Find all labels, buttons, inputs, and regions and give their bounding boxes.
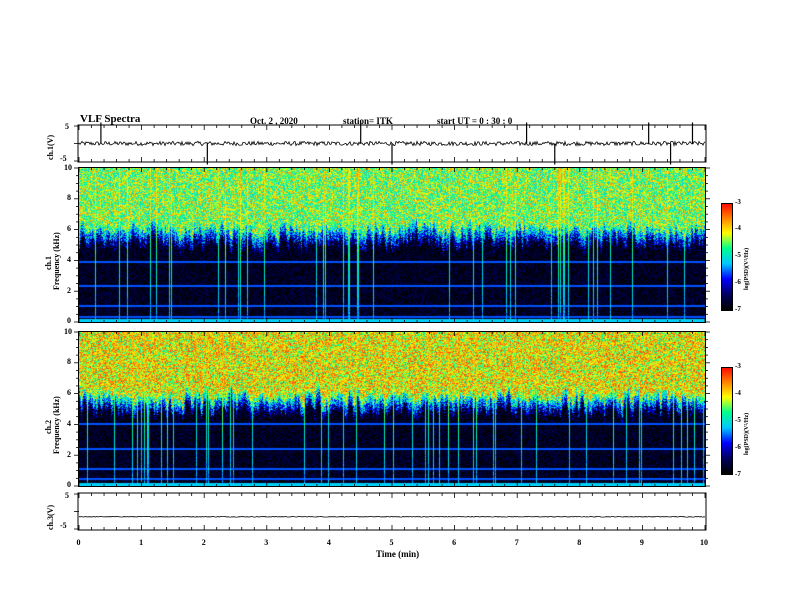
ch3-ytick-top: 5 bbox=[65, 491, 69, 500]
x-tick-label: 2 bbox=[201, 538, 206, 547]
ch2-spectrogram-ticks bbox=[74, 331, 710, 487]
ch1-ytick-8: 8 bbox=[67, 193, 71, 202]
ch1-voltage-ylabel: ch.1(V) bbox=[46, 134, 55, 160]
start-time-label: start UT = 0 : 30 : 0 bbox=[437, 116, 513, 126]
ch2-spectrogram-heatmap bbox=[79, 332, 705, 486]
ch1-ytick-0: 0 bbox=[67, 316, 71, 325]
colorbar-2-tick-m4: -4 bbox=[735, 389, 741, 397]
ch2-ytick-10: 10 bbox=[64, 327, 72, 336]
ch3-waveform-frame bbox=[77, 492, 707, 531]
colorbar-2-tick-m6: -6 bbox=[735, 443, 741, 451]
colorbar-1-tick-m3: -3 bbox=[735, 198, 741, 206]
ch3-waveform-trace bbox=[78, 515, 706, 518]
ch1-ytick-bottom: -5 bbox=[60, 154, 67, 163]
colorbar-2-tick-m7: -7 bbox=[735, 470, 741, 478]
colorbar-2-tick-m3: -3 bbox=[735, 362, 741, 370]
ch1-frequency-ylabel: Frequency (kHz) bbox=[52, 232, 61, 290]
x-tick-label: 7 bbox=[514, 538, 519, 547]
x-tick-label: 1 bbox=[139, 538, 144, 547]
ch2-ytick-0: 0 bbox=[67, 480, 71, 489]
x-axis-label: Time (min) bbox=[376, 549, 420, 559]
colorbar-2-tick-m5: -5 bbox=[735, 416, 741, 424]
colorbar-1-tick-m5: -5 bbox=[735, 251, 741, 259]
ch1-ytick-2: 2 bbox=[67, 286, 71, 295]
date-label: Oct. 2 , 2020 bbox=[250, 116, 298, 126]
ch2-ytick-6: 6 bbox=[67, 388, 71, 397]
colorbar-1-tick-m6: -6 bbox=[735, 278, 741, 286]
chart-title: VLF Spectra bbox=[80, 113, 141, 125]
x-tick-label: 10 bbox=[700, 538, 708, 547]
ch1-ytick-6: 6 bbox=[67, 224, 71, 233]
ch1-ytick-10: 10 bbox=[64, 163, 72, 172]
station-label: station= ITK bbox=[343, 116, 393, 126]
x-tick-label: 3 bbox=[264, 538, 269, 547]
ch2-ytick-2: 2 bbox=[67, 450, 71, 459]
colorbar-1-tick-m4: -4 bbox=[735, 224, 741, 232]
ch3-waveform-plot bbox=[74, 492, 707, 531]
ch1-ytick-top: 5 bbox=[65, 122, 69, 131]
x-tick-label: 5 bbox=[389, 538, 394, 547]
ch3-voltage-ylabel: ch.3(V) bbox=[46, 504, 55, 530]
ch2-ytick-8: 8 bbox=[67, 357, 71, 366]
colorbar-2-gradient bbox=[721, 367, 733, 475]
ch1-spectrogram-ticks bbox=[74, 167, 710, 323]
colorbar-1-gradient bbox=[721, 203, 733, 311]
ch2-ytick-4: 4 bbox=[67, 419, 71, 428]
x-tick-label: 4 bbox=[326, 538, 331, 547]
colorbar-2-label: log(PSD)(V²/Hz) bbox=[744, 412, 750, 455]
colorbar-1-tick-m7: -7 bbox=[735, 305, 741, 313]
colorbar-1-label: log(PSD)(V²/Hz) bbox=[744, 247, 750, 290]
x-tick-label: 9 bbox=[639, 538, 644, 547]
ch2-frequency-ylabel: Frequency (kHz) bbox=[52, 396, 61, 454]
x-tick-label: 0 bbox=[76, 538, 81, 547]
ch1-ytick-4: 4 bbox=[67, 255, 71, 264]
ch1-waveform-plot bbox=[74, 122, 707, 165]
ch3-ytick-bottom: -5 bbox=[60, 521, 67, 530]
x-tick-label: 8 bbox=[577, 538, 582, 547]
x-tick-label: 6 bbox=[452, 538, 457, 547]
ch1-spectrogram-heatmap bbox=[79, 168, 705, 322]
